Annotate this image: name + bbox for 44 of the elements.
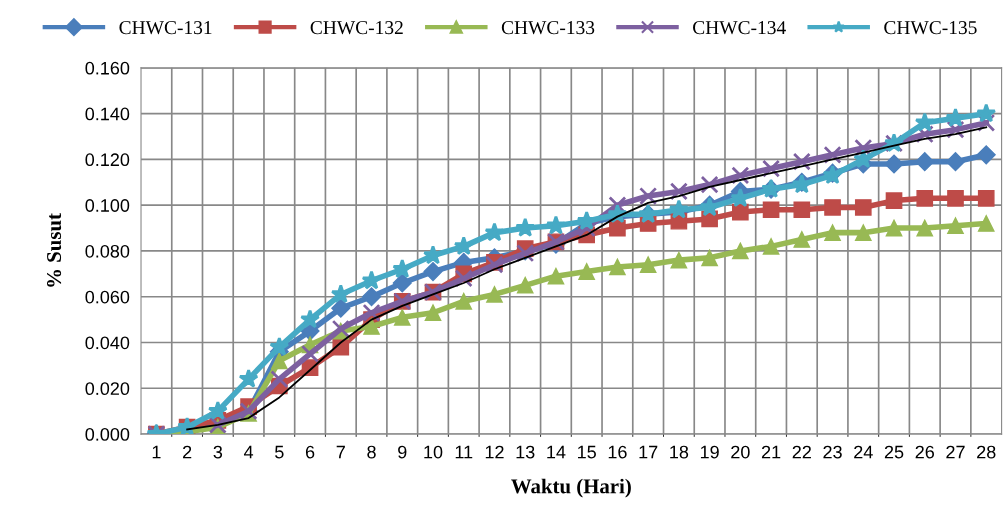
x-tick-label: 15: [578, 445, 596, 459]
legend-label: CHWC-133: [501, 21, 595, 35]
legend-label: CHWC-134: [693, 21, 786, 35]
y-tick-label: 0.120: [85, 153, 130, 167]
x-axis-title: Waktu (Hari): [511, 478, 631, 498]
x-tick-label: 6: [305, 445, 315, 459]
y-axis-title: % Susut: [47, 213, 62, 287]
x-tick-label: 24: [854, 445, 873, 459]
x-tick-label: 16: [608, 445, 627, 459]
x-tick-label: 17: [639, 445, 658, 459]
y-tick-label: 0.160: [85, 61, 130, 75]
legend-label: CHWC-132: [310, 21, 403, 35]
legend-label: CHWC-135: [884, 21, 977, 35]
x-tick-label: 19: [700, 445, 719, 459]
x-tick-label: 2: [183, 445, 192, 459]
y-tick-label: 0.140: [85, 107, 130, 121]
x-tick-label: 11: [455, 445, 473, 459]
x-tick-label: 5: [275, 445, 284, 459]
x-tick-label: 1: [152, 445, 161, 459]
x-tick-label: 26: [915, 445, 935, 459]
x-tick-label: 13: [516, 445, 535, 459]
x-tick-label: 12: [485, 445, 504, 459]
x-tick-label: 23: [823, 445, 842, 459]
x-tick-label: 10: [424, 445, 443, 459]
y-tick-label: 0.080: [85, 244, 130, 258]
x-tick-label: 22: [792, 445, 811, 459]
x-tick-label: 25: [884, 445, 904, 459]
y-tick-label: 0.020: [85, 382, 130, 396]
x-tick-label: 27: [946, 445, 965, 459]
x-tick-label: 20: [731, 445, 750, 459]
x-tick-label: 9: [398, 445, 407, 459]
x-tick-label: 28: [977, 445, 996, 459]
y-tick-label: 0.000: [85, 428, 130, 441]
x-tick-label: 14: [547, 445, 566, 459]
x-tick-label: 21: [761, 445, 781, 459]
x-tick-label: 7: [336, 445, 345, 459]
y-tick-label: 0.060: [85, 290, 130, 304]
x-tick-label: 3: [213, 445, 223, 459]
x-tick-label: 8: [367, 445, 376, 459]
y-tick-label: 0.100: [85, 199, 130, 212]
y-tick-label: 0.040: [85, 336, 130, 350]
legend-label: CHWC-131: [119, 21, 212, 35]
x-tick-label: 4: [243, 445, 254, 459]
x-tick-label: 18: [670, 445, 689, 459]
